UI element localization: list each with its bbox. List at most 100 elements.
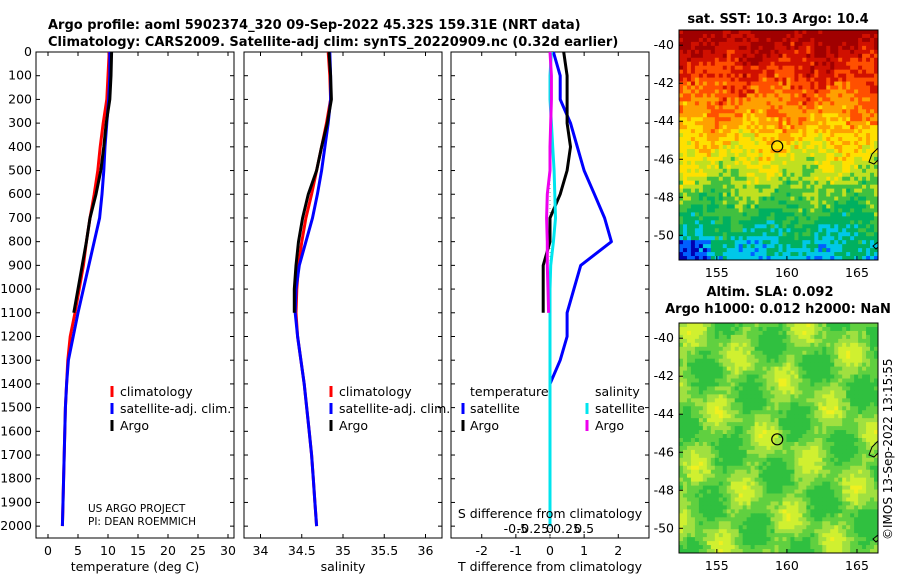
- map-cell: [702, 33, 708, 39]
- map-cell: [758, 196, 763, 201]
- map-cell: [842, 461, 847, 467]
- map-cell: [782, 77, 787, 82]
- map-cell: [846, 358, 851, 364]
- map-cell: [830, 212, 835, 217]
- map-cell: [698, 438, 704, 443]
- map-cell: [710, 386, 716, 391]
- map-cell: [782, 141, 787, 146]
- map-cell: [786, 77, 791, 82]
- map-cell: [866, 410, 871, 415]
- map-cell: [742, 326, 748, 332]
- map-cell: [854, 426, 859, 431]
- map-cell: [770, 172, 775, 178]
- map-cell: [810, 77, 815, 82]
- map-cell: [766, 152, 771, 158]
- map-cell: [730, 342, 736, 348]
- map-cell: [718, 81, 724, 86]
- map-cell: [846, 434, 851, 439]
- map-cell: [766, 33, 771, 39]
- map-cell: [734, 160, 740, 166]
- map-cell: [734, 33, 740, 39]
- map-cell: [818, 390, 823, 395]
- map-cell: [850, 386, 855, 391]
- map-cell: [814, 330, 819, 336]
- map-cell: [794, 422, 799, 427]
- map-cell: [834, 342, 839, 348]
- map-cell: [858, 326, 863, 332]
- map-cell: [750, 152, 756, 158]
- map-cell: [722, 418, 728, 423]
- map-cell: [798, 77, 803, 82]
- map-cell: [782, 33, 787, 39]
- map-cell: [766, 394, 771, 399]
- map-cell: [734, 366, 740, 371]
- map-cell: [726, 338, 732, 344]
- y-tick-label: -40: [654, 37, 674, 52]
- map-cell: [738, 461, 744, 467]
- map-cell: [750, 168, 756, 174]
- map-cell: [710, 224, 716, 229]
- map-cell: [679, 93, 684, 98]
- map-cell: [790, 394, 795, 399]
- map-cell: [706, 418, 712, 423]
- map-cell: [874, 434, 878, 439]
- map-cell: [862, 394, 867, 399]
- map-cell: [679, 117, 684, 122]
- map-cell: [766, 426, 771, 431]
- map-cell: [802, 430, 807, 435]
- map-cell: [858, 228, 863, 233]
- map-cell: [798, 330, 803, 336]
- map-cell: [750, 216, 756, 221]
- map-cell: [830, 338, 835, 344]
- map-cell: [726, 89, 732, 94]
- map-cell: [782, 370, 787, 375]
- map-cell: [814, 323, 819, 328]
- map-cell: [822, 378, 827, 383]
- map-cell: [750, 232, 756, 237]
- map-cell: [826, 256, 831, 260]
- map-cell: [826, 236, 831, 241]
- map-cell: [822, 406, 827, 411]
- map-cell: [826, 57, 831, 63]
- map-cell: [830, 105, 835, 110]
- map-cell: [818, 97, 823, 102]
- map-cell: [738, 89, 744, 94]
- map-cell: [770, 61, 775, 67]
- map-cell: [790, 148, 795, 154]
- map-cell: [778, 350, 783, 356]
- map-cell: [838, 330, 843, 336]
- map-cell: [870, 323, 875, 328]
- map-cell: [726, 354, 732, 360]
- map-cell: [826, 374, 831, 379]
- map-cell: [866, 208, 871, 213]
- map-cell: [846, 156, 851, 162]
- map-cell: [846, 53, 851, 59]
- map-cell: [798, 33, 803, 39]
- map-cell: [714, 378, 720, 383]
- map-cell: [710, 244, 716, 249]
- map-cell: [806, 449, 811, 455]
- map-cell: [806, 216, 811, 221]
- map-cell: [706, 141, 712, 146]
- map-cell: [774, 358, 779, 364]
- map-cell: [682, 378, 688, 383]
- map-cell: [814, 240, 819, 245]
- map-cell: [754, 168, 759, 174]
- map-cell: [838, 160, 843, 166]
- map-cell: [834, 224, 839, 229]
- map-cell: [818, 236, 823, 241]
- map-cell: [866, 224, 871, 229]
- map-cell: [838, 73, 843, 78]
- map-cell: [862, 37, 867, 43]
- map-cell: [734, 248, 740, 253]
- map-cell: [866, 216, 871, 221]
- map-cell: [774, 220, 779, 225]
- map-cell: [746, 358, 752, 364]
- map-cell: [690, 358, 696, 364]
- map-cell: [762, 81, 767, 86]
- map-cell: [694, 137, 700, 142]
- map-cell: [750, 73, 756, 78]
- map-cell: [682, 141, 688, 146]
- map-cell: [846, 426, 851, 431]
- map-cell: [702, 374, 708, 379]
